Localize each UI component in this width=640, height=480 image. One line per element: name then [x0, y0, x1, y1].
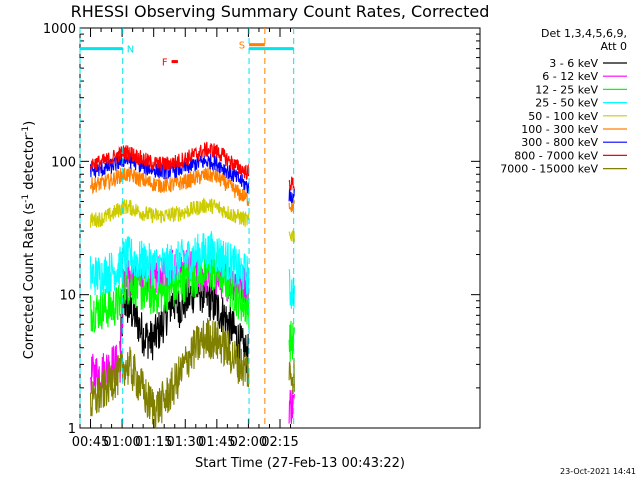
x-tick-label: 02:00: [230, 435, 267, 450]
y-tick-label: 1: [68, 422, 76, 437]
legend-label-9: 7000 - 15000 keV: [500, 163, 598, 176]
legend-label-2: 6 - 12 keV: [542, 70, 598, 83]
plot-frame: [79, 27, 481, 429]
legend-label-3: 12 - 25 keV: [535, 83, 598, 96]
x-axis-label: Start Time (27-Feb-13 00:43:22): [195, 456, 405, 471]
legend-label-6: 100 - 300 keV: [521, 123, 598, 136]
legend-label-1: 3 - 6 keV: [549, 57, 598, 70]
legend-label-7: 300 - 800 keV: [521, 136, 598, 149]
y-axis-label-part-5: ): [22, 121, 37, 126]
y-tick-label: 1000: [43, 22, 76, 37]
x-tick-label: 01:45: [198, 435, 235, 450]
flag-label-N: N: [127, 45, 134, 56]
y-axis-label-part-2: -1: [21, 194, 31, 203]
series-line-4: [89, 231, 295, 309]
y-axis-label: Corrected Count Rate (s-1 detector-1): [21, 121, 37, 359]
flag-label-F: F: [162, 58, 168, 69]
series-line-8: [89, 141, 295, 191]
flag-label-S: S: [239, 41, 245, 52]
x-tick-label: 01:15: [135, 435, 172, 450]
legend-label-4: 25 - 50 keV: [535, 97, 598, 110]
legend-header-line-1: Det 1,3,4,5,6,9,: [541, 27, 627, 40]
y-axis-label-part-1: Corrected Count Rate (s: [22, 203, 37, 360]
y-axis-label-part-4: -1: [21, 126, 31, 135]
legend-label-5: 50 - 100 keV: [528, 110, 598, 123]
series-line-5: [89, 197, 295, 243]
y-axis-label-part-3: detector: [22, 134, 37, 194]
x-tick-label: 01:00: [103, 435, 140, 450]
y-tick-label: 10: [59, 289, 76, 304]
legend-header-line-2: Att 0: [601, 40, 627, 53]
x-tick-label: 01:30: [167, 435, 204, 450]
date-stamp: 23-Oct-2021 14:41: [560, 467, 636, 476]
x-tick-label: 02:15: [261, 435, 298, 450]
x-tick-label: 00:45: [72, 435, 109, 450]
flag-layer: N S F: [79, 28, 295, 428]
chart-title: RHESSI Observing Summary Count Rates, Co…: [71, 2, 490, 21]
legend-label-8: 800 - 7000 keV: [514, 149, 598, 162]
y-tick-label: 100: [51, 155, 76, 170]
